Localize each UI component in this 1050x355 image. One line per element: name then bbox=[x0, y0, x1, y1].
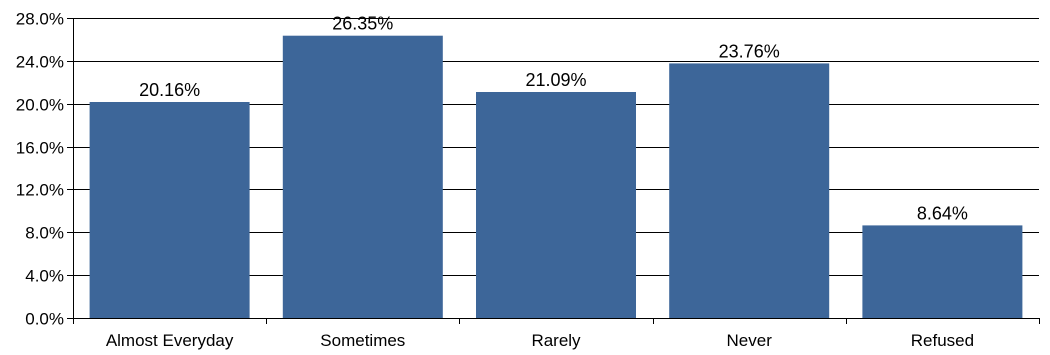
bars bbox=[89, 35, 1023, 319]
y-tick-label: 20.0% bbox=[16, 96, 64, 115]
bar bbox=[89, 102, 250, 318]
bar bbox=[862, 225, 1023, 318]
data-label: 8.64% bbox=[917, 203, 968, 223]
x-category-label: Never bbox=[727, 331, 773, 350]
bar bbox=[282, 35, 443, 318]
axes bbox=[67, 18, 1040, 324]
data-labels: 20.16% 26.35% 21.09% 23.76% 8.64% bbox=[139, 14, 968, 224]
x-category-label: Rarely bbox=[531, 331, 581, 350]
x-category-label: Refused bbox=[911, 331, 974, 350]
y-tick-label: 4.0% bbox=[25, 267, 64, 286]
y-tick-label: 12.0% bbox=[16, 181, 64, 200]
data-label: 20.16% bbox=[139, 80, 200, 100]
y-tick-label: 8.0% bbox=[25, 224, 64, 243]
y-tick-labels: 0.0% 4.0% 8.0% 12.0% 16.0% 20.0% 24.0% 28.0% bbox=[16, 10, 64, 329]
y-tick-label: 0.0% bbox=[25, 310, 64, 329]
data-label: 23.76% bbox=[719, 41, 780, 61]
bar bbox=[669, 63, 830, 319]
x-category-labels: Almost Everyday Sometimes Rarely Never Refus… bbox=[106, 331, 974, 350]
y-tick-label: 16.0% bbox=[16, 139, 64, 158]
bar bbox=[476, 92, 636, 318]
y-tick-label: 24.0% bbox=[16, 53, 64, 72]
x-category-label: Sometimes bbox=[320, 331, 405, 350]
y-tick-label: 28.0% bbox=[16, 10, 64, 29]
data-label: 21.09% bbox=[525, 70, 586, 90]
x-category-label: Almost Everyday bbox=[106, 331, 234, 350]
data-label: 26.35% bbox=[332, 14, 393, 34]
